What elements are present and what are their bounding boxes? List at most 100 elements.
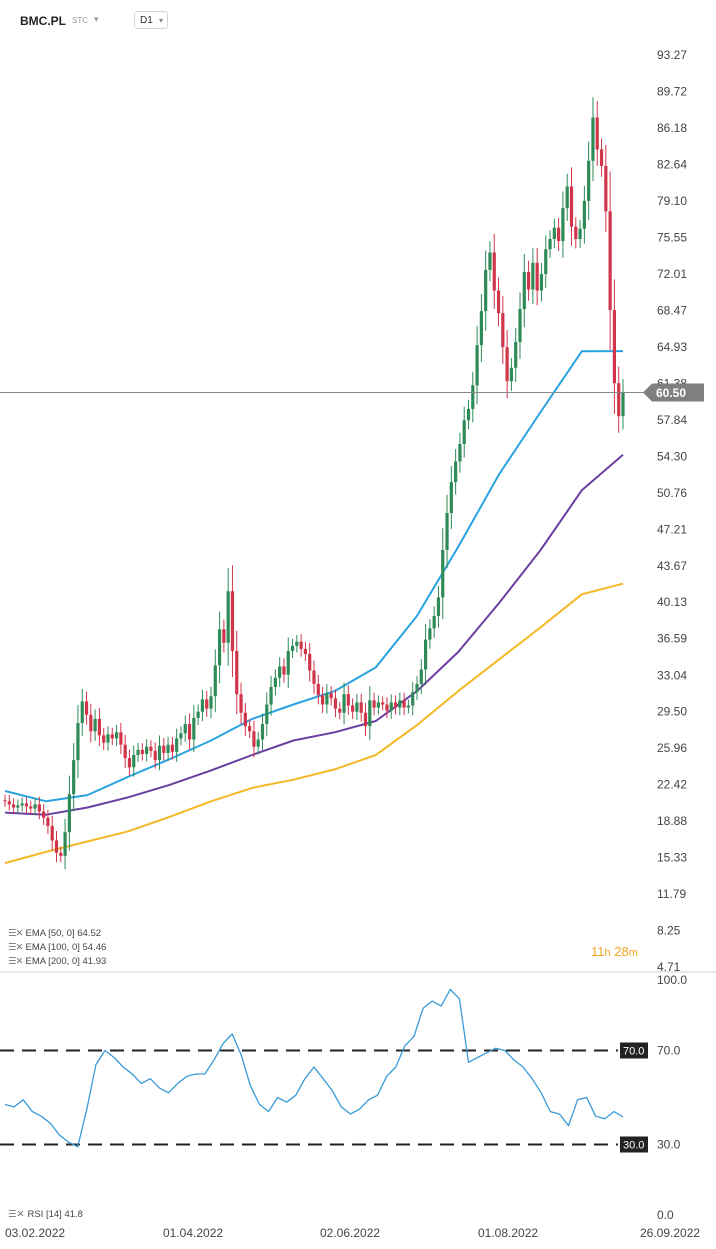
settings-icon[interactable]: ☰✕: [8, 942, 24, 953]
price-tick-label: 93.27: [657, 48, 687, 62]
candle-body: [84, 701, 89, 715]
candle-body: [419, 669, 423, 684]
candle-body: [59, 852, 63, 856]
rsi-line: [4, 988, 624, 1148]
candle-body: [539, 274, 544, 291]
candle-body: [561, 208, 565, 242]
price-tick-label: 8.25: [657, 924, 681, 938]
candle-body: [501, 313, 505, 348]
price-tick-label: 68.47: [657, 303, 687, 317]
candle-body: [526, 271, 531, 290]
candle-body: [50, 826, 54, 841]
candle-body: [548, 239, 552, 250]
price-tick-label: 64.93: [657, 340, 687, 354]
candle-body: [308, 654, 312, 671]
price-tick-label: 89.72: [657, 85, 687, 99]
candle-body: [329, 693, 333, 699]
rsi-level-tag: [620, 1136, 648, 1153]
price-tick-label: 36.59: [657, 632, 687, 646]
legend-ema-100[interactable]: ☰✕ EMA [100, 0] 54.46: [8, 942, 106, 953]
countdown-minutes-unit: m: [628, 947, 638, 959]
price-tick-label: 11.79: [657, 887, 686, 901]
candle-body: [273, 677, 277, 687]
candle-body: [359, 702, 363, 713]
candle-body: [123, 744, 127, 759]
settings-icon[interactable]: ☰✕: [8, 956, 24, 967]
candle-body: [604, 165, 608, 212]
candle-body: [7, 801, 11, 805]
candle-body: [196, 711, 200, 718]
candle-body: [243, 712, 247, 727]
legend-ema-100-text: EMA [100, 0] 54.46: [25, 942, 107, 953]
price-tick-label: 33.04: [657, 668, 687, 682]
symbol-dropdown-icon[interactable]: ▾: [94, 14, 99, 24]
price-tick-label: 54.30: [657, 449, 687, 463]
last-price-tag: [643, 383, 704, 402]
date-tick-label: 26.09.2022: [640, 1226, 700, 1240]
candle-body: [248, 726, 252, 732]
rsi-tick-label: 30.0: [657, 1138, 681, 1152]
candle-body: [265, 704, 269, 725]
candle-body: [557, 227, 561, 242]
timeframe-select[interactable]: D1 ▾: [134, 11, 168, 29]
candle-body: [187, 724, 192, 740]
candle-body: [462, 420, 466, 444]
candle-body: [76, 723, 80, 761]
date-tick-label: 02.06.2022: [320, 1226, 380, 1240]
rsi-level-value: 30.0: [623, 1140, 644, 1152]
candle-body: [496, 290, 501, 314]
rsi-tick-label: 100.0: [657, 973, 687, 987]
candle-body: [612, 310, 617, 384]
symbol-label[interactable]: BMC.PL: [20, 14, 66, 28]
candle-body: [256, 739, 260, 747]
candle-body: [441, 550, 445, 598]
candle-body: [80, 701, 84, 724]
rsi-level-value: 70.0: [623, 1046, 644, 1058]
candle-body: [325, 693, 329, 705]
settings-icon[interactable]: ☰✕: [8, 928, 24, 939]
price-tick-label: 22.42: [657, 778, 687, 792]
candle-body: [333, 698, 338, 709]
candle-body: [582, 200, 586, 229]
candle-body: [149, 746, 153, 751]
legend-rsi-text: RSI [14] 41.8: [27, 1209, 83, 1220]
chevron-down-icon: ▾: [158, 16, 163, 25]
price-tick-label: 79.10: [657, 194, 687, 208]
candle-body: [587, 160, 591, 201]
candle-body: [445, 512, 449, 551]
candle-body: [376, 702, 380, 708]
candle-body: [436, 597, 441, 616]
candle-body: [37, 804, 41, 812]
candle-body: [351, 705, 355, 712]
candle-body: [411, 692, 415, 706]
candle-body: [471, 385, 475, 409]
candle-body: [63, 832, 67, 856]
candle-body: [260, 724, 265, 740]
timeframe-label: D1: [140, 15, 153, 26]
date-tick-label: 01.04.2022: [163, 1226, 223, 1240]
legend-ema-200[interactable]: ☰✕ EMA [200, 0] 41.93: [8, 956, 106, 967]
price-tick-label: 72.01: [657, 267, 687, 281]
candle-body: [372, 700, 376, 708]
candle-body: [166, 744, 170, 753]
candle-body: [102, 735, 106, 743]
candle-body: [222, 629, 226, 643]
candle-body: [217, 629, 222, 666]
candle-body: [136, 749, 140, 755]
candle-body: [278, 666, 282, 678]
candle-body: [42, 811, 46, 818]
candle-body: [428, 628, 432, 640]
legend-ema-50[interactable]: ☰✕ EMA [50, 0] 64.52: [8, 928, 101, 939]
candle-body: [449, 482, 453, 513]
price-tick-label: 29.50: [657, 705, 687, 719]
rsi-level-tag: [620, 1042, 648, 1059]
settings-icon[interactable]: ☰✕: [8, 1209, 25, 1220]
legend-rsi[interactable]: ☰✕ RSI [14] 41.8: [8, 1209, 83, 1220]
candle-body: [24, 803, 29, 807]
price-tick-label: 15.33: [657, 851, 687, 865]
price-tick-label: 40.13: [657, 595, 687, 609]
candle-body: [153, 750, 157, 761]
candle-body: [179, 733, 183, 739]
rsi-tick-label: 0.0: [657, 1208, 674, 1222]
